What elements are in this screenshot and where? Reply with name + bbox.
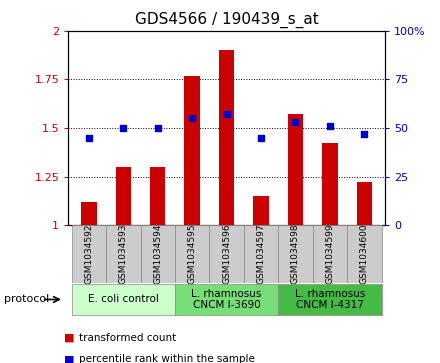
Bar — [244, 225, 278, 283]
Bar — [106, 225, 140, 283]
Bar — [72, 225, 106, 283]
Bar — [278, 225, 313, 283]
Bar — [356, 182, 372, 225]
Point — [85, 135, 92, 140]
Text: GSM1034592: GSM1034592 — [84, 224, 93, 284]
Point — [223, 111, 230, 117]
Bar — [116, 167, 131, 225]
Text: GSM1034597: GSM1034597 — [257, 224, 265, 285]
Point — [257, 135, 264, 140]
Text: transformed count: transformed count — [79, 333, 176, 343]
Bar — [209, 225, 244, 283]
Text: E. coli control: E. coli control — [88, 294, 159, 305]
Bar — [313, 225, 347, 283]
Bar — [72, 284, 175, 315]
Text: GSM1034594: GSM1034594 — [153, 224, 162, 284]
Bar — [347, 225, 381, 283]
Text: GSM1034593: GSM1034593 — [119, 224, 128, 285]
Title: GDS4566 / 190439_s_at: GDS4566 / 190439_s_at — [135, 12, 319, 28]
Text: L. rhamnosus
CNCM I-3690: L. rhamnosus CNCM I-3690 — [191, 289, 262, 310]
Bar — [184, 76, 200, 225]
Text: percentile rank within the sample: percentile rank within the sample — [79, 354, 255, 363]
Bar — [175, 225, 209, 283]
Bar — [219, 50, 235, 225]
Text: GSM1034595: GSM1034595 — [188, 224, 197, 285]
Point — [120, 125, 127, 131]
Bar — [322, 143, 337, 225]
Text: GSM1034598: GSM1034598 — [291, 224, 300, 285]
Bar — [278, 284, 381, 315]
Point — [361, 131, 368, 137]
Point — [154, 125, 161, 131]
Point — [189, 115, 196, 121]
Text: ■: ■ — [64, 333, 74, 343]
Point — [326, 123, 334, 129]
Bar — [253, 196, 269, 225]
Text: L. rhamnosus
CNCM I-4317: L. rhamnosus CNCM I-4317 — [295, 289, 365, 310]
Text: ■: ■ — [64, 354, 74, 363]
Text: GSM1034596: GSM1034596 — [222, 224, 231, 285]
Text: protocol: protocol — [4, 294, 50, 305]
Text: GSM1034600: GSM1034600 — [360, 224, 369, 285]
Bar — [81, 202, 97, 225]
Bar — [150, 167, 165, 225]
Point — [292, 119, 299, 125]
Bar — [175, 284, 278, 315]
Bar — [288, 114, 303, 225]
Bar — [140, 225, 175, 283]
Text: GSM1034599: GSM1034599 — [326, 224, 334, 285]
